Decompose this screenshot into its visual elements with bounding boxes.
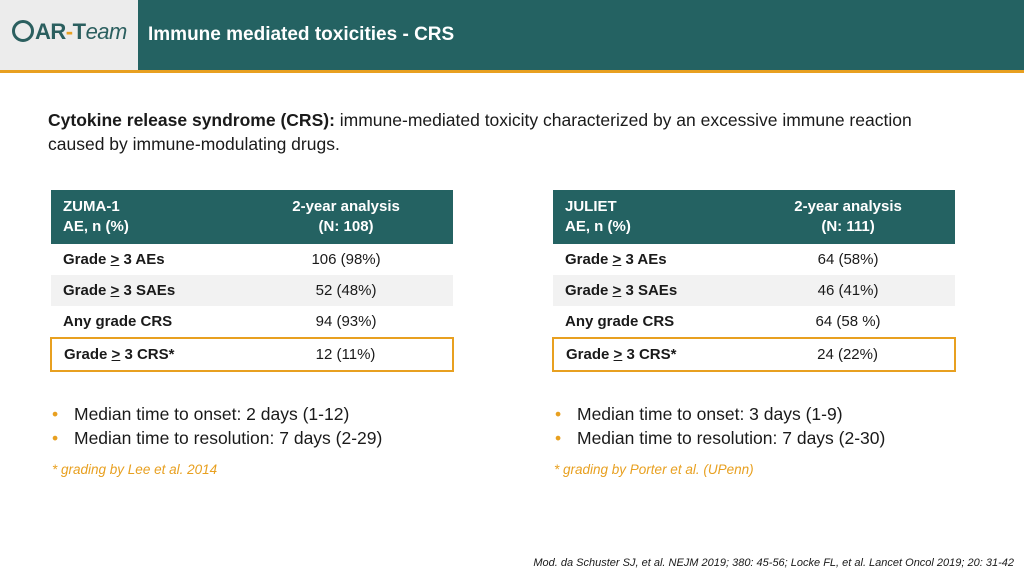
zuma1-table: ZUMA-1 AE, n (%) 2-year analysis (N: 108) … — [49, 190, 454, 372]
juliet-grading-note: * grading by Porter et al. (UPenn) — [554, 462, 754, 477]
car-team-logo: AR-Team — [12, 19, 127, 45]
logo-ring-icon — [12, 20, 34, 42]
row-value: 46 (41%) — [741, 275, 955, 306]
bullet-icon: • — [555, 427, 562, 448]
list-item: • Median time to resolution: 7 days (2-29… — [48, 427, 382, 451]
header-bar: Immune mediated toxicities - CRS — [138, 0, 1024, 70]
row-value: 94 (93%) — [315, 313, 377, 330]
row-value: 12 (11%) — [239, 337, 454, 372]
bullet-icon: • — [555, 404, 562, 424]
row-value: 24 (22%) — [741, 337, 956, 372]
page-title: Immune mediated toxicities - CRS — [148, 24, 455, 45]
row-label: Grade > 3 AEs — [63, 251, 165, 268]
row-value: 64 (58%) — [817, 251, 879, 268]
row-label: Grade > 3 CRS* — [49, 337, 240, 372]
row-label: Any grade CRS — [565, 313, 675, 330]
bullet-icon: • — [52, 404, 59, 424]
header-accent-line — [0, 70, 1024, 73]
table-header-study: JULIET AE, n (%) — [553, 190, 742, 244]
table-row-highlighted: Grade > 3 CRS* 12 (11%) — [49, 337, 454, 372]
zuma1-bullet-list: • Median time to onset: 2 days (1-12) • Me… — [48, 403, 382, 450]
logo-panel: AR-Team — [0, 0, 138, 70]
table-header-row: ZUMA-1 AE, n (%) 2-year analysis (N: 108) — [51, 190, 453, 244]
table-header-analysis: 2-year analysis (N: 108) — [239, 190, 453, 244]
table-header-study: ZUMA-1 AE, n (%) — [51, 190, 240, 244]
table-row: Any grade CRS 64 (58 %) — [553, 306, 955, 338]
table-row: Any grade CRS 94 (93%) — [51, 306, 453, 338]
zuma1-grading-note: * grading by Lee et al. 2014 — [52, 462, 218, 477]
row-label: Grade > 3 AEs — [565, 251, 667, 268]
list-item: • Median time to resolution: 7 days (2-30… — [551, 427, 885, 451]
logo-text-eam: eam — [85, 19, 128, 44]
table-row: Grade > 3 AEs 64 (58%) — [553, 244, 955, 275]
row-label: Grade > 3 CRS* — [551, 337, 742, 372]
bullet-icon: • — [52, 427, 59, 448]
row-value: 106 (98%) — [311, 251, 381, 268]
intro-text: immune-mediated toxicity characterized b… — [48, 110, 912, 154]
table-header-row: JULIET AE, n (%) 2-year analysis (N: 111) — [553, 190, 955, 244]
logo-text-t: T — [72, 19, 86, 44]
intro-paragraph: Cytokine release syndrome (CRS): immune-… — [48, 108, 948, 156]
table-row: Grade > 3 SAEs 52 (48%) — [51, 275, 453, 306]
row-label: Any grade CRS — [63, 313, 173, 330]
juliet-table: JULIET AE, n (%) 2-year analysis (N: 111) … — [551, 190, 956, 372]
table-header-analysis: 2-year analysis (N: 111) — [741, 190, 955, 244]
row-value: 52 (48%) — [239, 275, 453, 306]
intro-term: Cytokine release syndrome (CRS): — [48, 110, 335, 130]
list-item: • Median time to onset: 2 days (1-12) — [48, 403, 382, 427]
row-label: Grade > 3 SAEs — [553, 275, 742, 306]
list-item: • Median time to onset: 3 days (1-9) — [551, 403, 885, 427]
juliet-bullet-list: • Median time to onset: 3 days (1-9) • Med… — [551, 403, 885, 450]
row-value: 64 (58 %) — [815, 313, 881, 330]
logo-text-ar: AR — [35, 19, 66, 44]
row-label: Grade > 3 SAEs — [51, 275, 240, 306]
table-row: Grade > 3 SAEs 46 (41%) — [553, 275, 955, 306]
table-row: Grade > 3 AEs 106 (98%) — [51, 244, 453, 275]
table-row-highlighted: Grade > 3 CRS* 24 (22%) — [551, 337, 956, 372]
reference-citation: Mod. da Schuster SJ, et al. NEJM 2019; 3… — [533, 557, 1014, 569]
logo-dash: - — [65, 19, 73, 44]
